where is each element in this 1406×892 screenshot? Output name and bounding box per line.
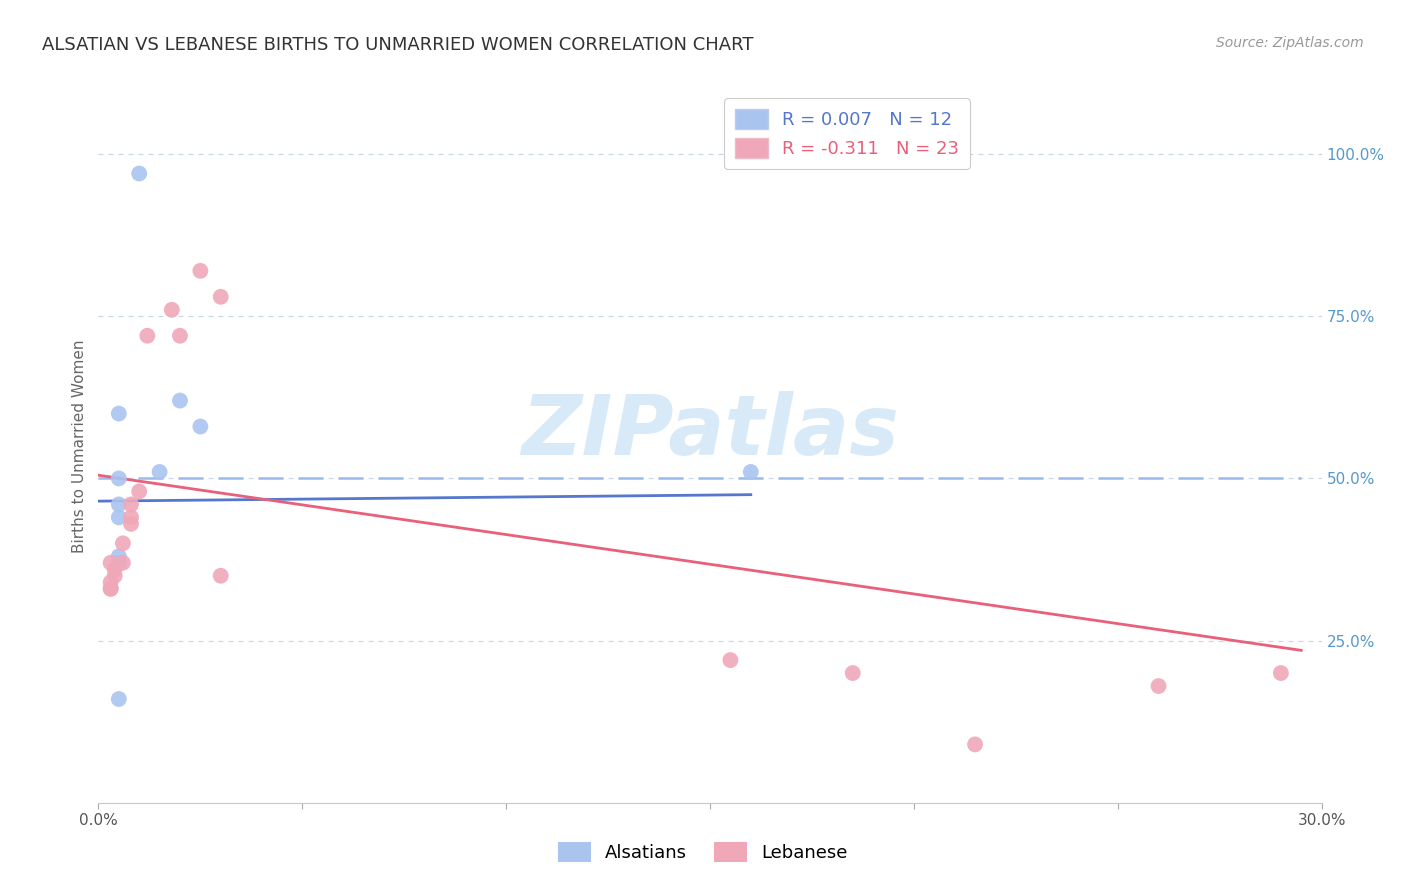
Point (100, 575, 122, 590)
Point (209, 568, 232, 582)
Point (209, 290, 232, 304)
Point (120, 516, 142, 531)
Y-axis label: Births to Unmarried Women: Births to Unmarried Women (72, 339, 87, 553)
Point (104, 562, 127, 576)
Text: ZIPatlas: ZIPatlas (522, 392, 898, 472)
Point (120, 510, 142, 524)
Point (128, 167, 150, 181)
Point (108, 556, 131, 570)
Point (1147, 679, 1170, 693)
Point (740, 465, 762, 479)
Point (841, 666, 863, 681)
Point (120, 497, 142, 511)
Point (128, 484, 150, 499)
Point (108, 471, 131, 485)
Point (100, 556, 122, 570)
Point (136, 328, 159, 343)
Point (108, 692, 131, 706)
Legend: Alsatians, Lebanese: Alsatians, Lebanese (551, 835, 855, 870)
Point (111, 556, 134, 570)
Point (100, 582, 122, 596)
Point (111, 536, 134, 550)
Point (160, 302, 183, 317)
Point (169, 328, 191, 343)
Point (188, 264, 212, 278)
Text: ALSATIAN VS LEBANESE BIRTHS TO UNMARRIED WOMEN CORRELATION CHART: ALSATIAN VS LEBANESE BIRTHS TO UNMARRIED… (42, 36, 754, 54)
Point (104, 568, 127, 582)
Point (720, 653, 742, 667)
Point (108, 510, 131, 524)
Text: Source: ZipAtlas.com: Source: ZipAtlas.com (1216, 36, 1364, 50)
Point (169, 393, 191, 408)
Point (108, 407, 131, 421)
Point (965, 738, 987, 752)
Point (1270, 666, 1292, 681)
Legend: R = 0.007   N = 12, R = -0.311   N = 23: R = 0.007 N = 12, R = -0.311 N = 23 (724, 98, 970, 169)
Point (100, 582, 122, 596)
Point (188, 419, 212, 434)
Point (108, 549, 131, 564)
Point (108, 497, 131, 511)
Point (149, 465, 172, 479)
